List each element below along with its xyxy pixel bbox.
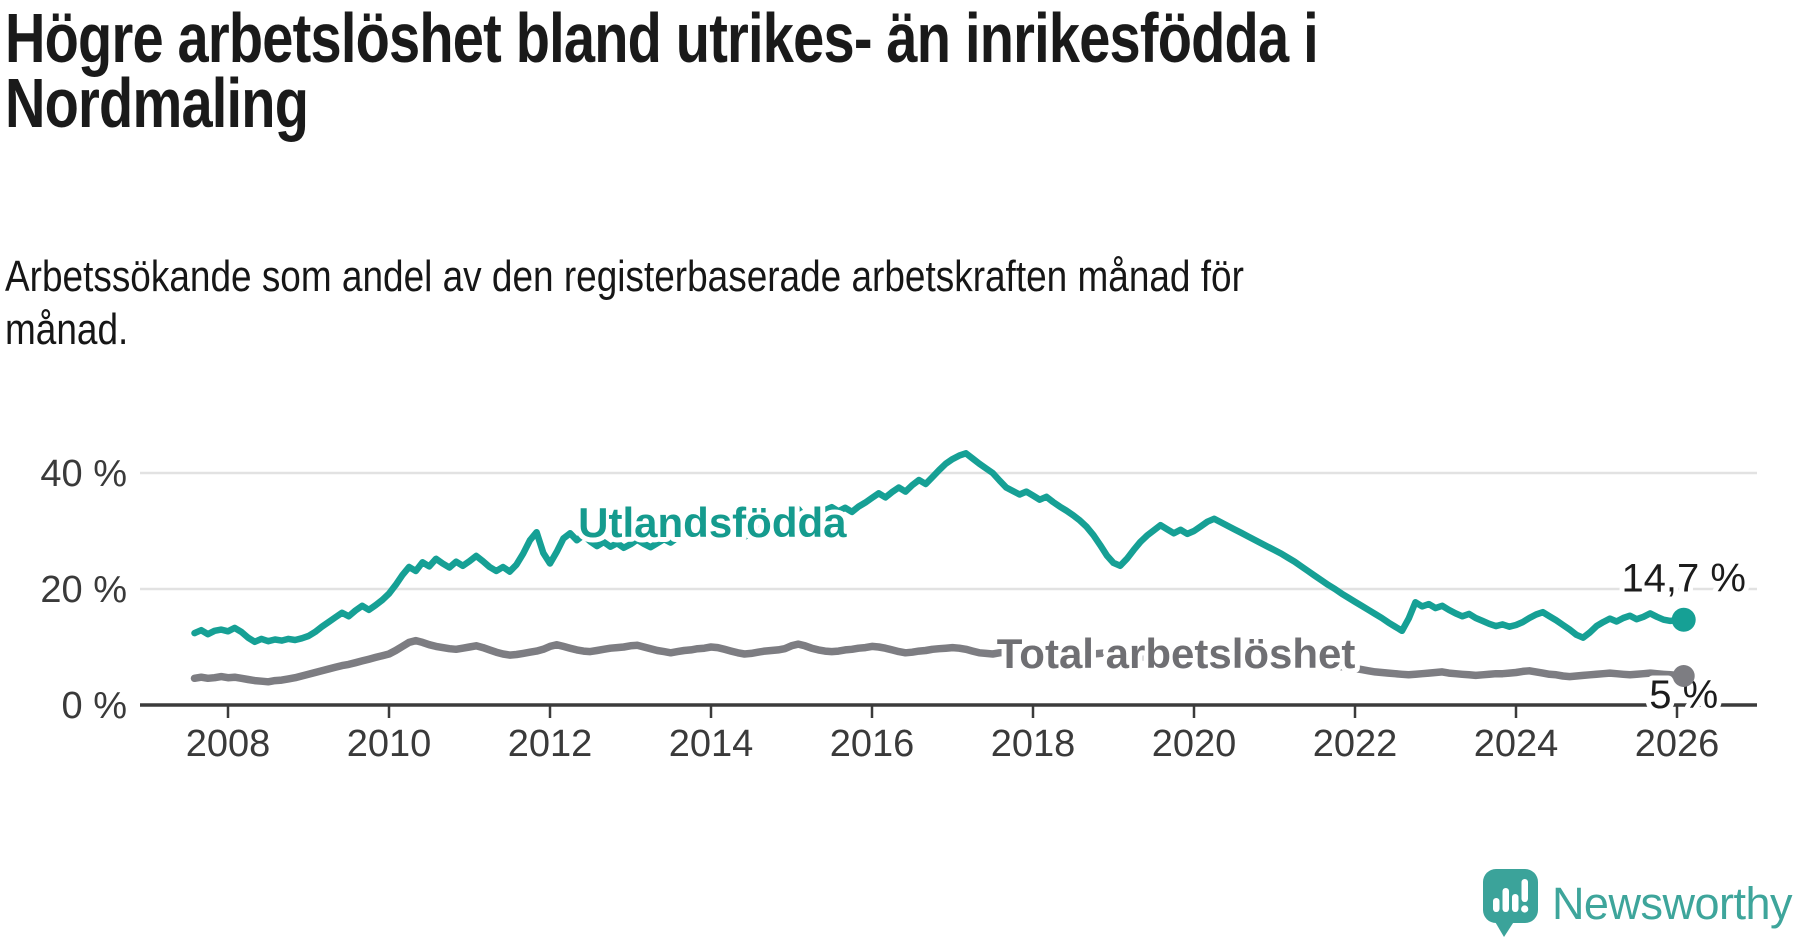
y-axis-label: 20 % [40, 569, 127, 611]
x-axis-label: 2026 [1635, 723, 1720, 765]
page-title-line-1: Högre arbetslöshet bland utrikes- än inr… [5, 0, 1319, 77]
page-subtitle-line-1: Arbetssökande som andel av den registerb… [5, 252, 1244, 301]
page-subtitle-line-2: månad. [5, 305, 129, 354]
x-axis-label: 2010 [347, 723, 432, 765]
y-axis-label: 0 % [62, 685, 127, 727]
newsworthy-logo: Newsworthy [1482, 868, 1793, 939]
series-label: Total arbetslöshet [997, 630, 1356, 677]
x-axis-label: 2012 [508, 723, 593, 765]
x-axis-label: 2014 [669, 723, 754, 765]
series-line-utlandsfodda [191, 450, 1687, 646]
end-value-label: 14,7 % [1621, 557, 1746, 601]
newsworthy-logo-text: Newsworthy [1551, 877, 1793, 929]
series-end-dot [1672, 665, 1695, 687]
x-axis-label: 2022 [1313, 723, 1398, 765]
series-end-dot [1671, 607, 1696, 632]
x-axis-label: 2016 [830, 723, 915, 765]
x-axis-label: 2018 [991, 723, 1076, 765]
unemployment-line-chart: 0 % 20 % 40 % 2008 2010 2012 2014 2016 2018 2020 2… [40, 450, 1757, 765]
x-axis-label: 2020 [1152, 723, 1237, 765]
x-axis-label: 2008 [186, 723, 271, 765]
page-title-line-2: Nordmaling [5, 64, 309, 142]
series-line-total [190, 636, 1688, 686]
x-axis-label: 2024 [1474, 723, 1559, 765]
newsworthy-logo-icon [1482, 869, 1538, 937]
series-label: Utlandsfödda [578, 499, 847, 546]
y-axis-label: 40 % [40, 453, 127, 495]
